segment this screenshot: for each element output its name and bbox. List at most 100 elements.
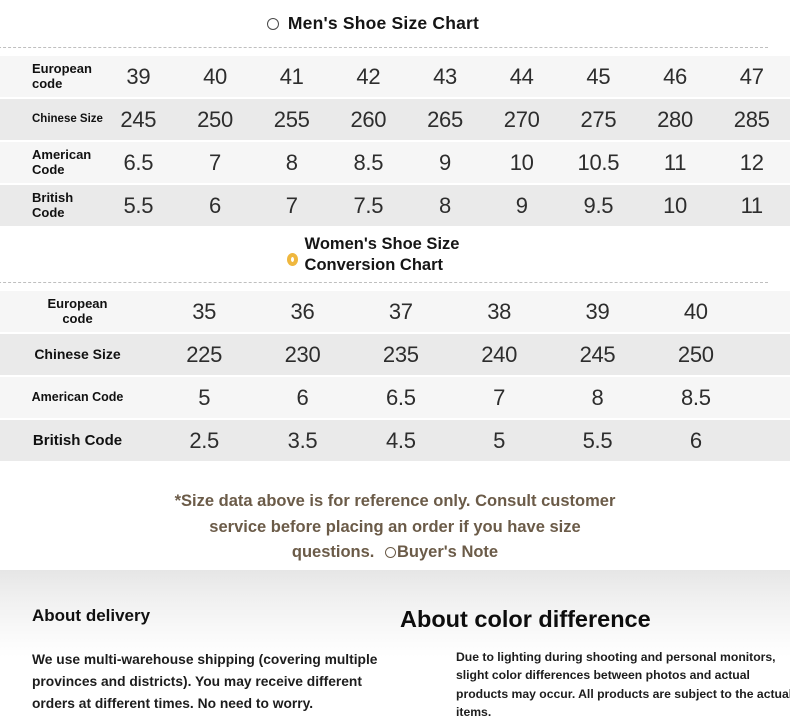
size-value: 8.5	[353, 149, 384, 175]
size-row: European code 39 40 41 42 43 44 45 46 47	[0, 56, 790, 97]
size-value: 11	[663, 149, 687, 175]
womens-chart-title: Women's Shoe Size Conversion Chart	[0, 228, 768, 283]
size-row: British Code 5.5 6 7 7.5 8 9 9.5 10 11	[0, 185, 790, 226]
size-value: 265	[427, 106, 463, 132]
size-value: 4.5	[385, 427, 416, 453]
size-value: 8	[285, 149, 298, 175]
size-value: 40	[683, 298, 708, 324]
delivery-title: About delivery	[32, 606, 151, 625]
color-difference-title: About color difference	[400, 606, 651, 632]
gold-ring-icon	[286, 252, 298, 266]
size-value: 6	[209, 192, 221, 218]
size-value: 41	[279, 63, 304, 89]
footer-info: About delivery We use multi-warehouse sh…	[0, 570, 790, 728]
size-reference-note: *Size data above is for reference only. …	[168, 463, 623, 570]
delivery-text: We use multi-warehouse shipping (coverin…	[32, 652, 378, 711]
size-value: 285	[733, 106, 770, 132]
size-value: 42	[356, 63, 381, 89]
note-text: *Size data above is for reference only. …	[174, 492, 616, 562]
size-value: 255	[273, 106, 310, 132]
size-value: 230	[284, 341, 321, 367]
size-value: 45	[586, 63, 611, 89]
size-value: 8.5	[680, 384, 711, 410]
size-row: American Code 5 6 6.5 7 8 8.5	[0, 377, 790, 418]
size-row: British Code 2.5 3.5 4.5 5 5.5 6	[0, 420, 790, 461]
size-value: 37	[388, 298, 413, 324]
size-value: 245	[579, 341, 616, 367]
size-row: American Code 6.5 7 8 8.5 9 10 10.5 11 12	[0, 142, 790, 183]
size-value: 8	[591, 384, 604, 410]
size-value: 225	[186, 341, 223, 367]
size-value: 6	[689, 427, 702, 453]
size-value: 280	[657, 106, 693, 132]
size-value: 7	[285, 192, 298, 218]
row-label: British Code	[32, 189, 74, 220]
size-value: 3.5	[287, 427, 318, 453]
size-value: 35	[192, 298, 217, 324]
color-difference-text: Due to lighting during shooting and pers…	[456, 650, 790, 719]
size-value: 11	[740, 192, 764, 218]
size-value: 46	[663, 63, 687, 89]
size-value: 9	[515, 192, 528, 218]
size-value: 10.5	[577, 149, 620, 175]
mens-chart-title-text: Men's Shoe Size Chart	[287, 13, 480, 33]
size-row: Chinese Size 245 250 255 260 265 270 275 280 285	[0, 99, 790, 140]
size-value: 9.5	[583, 192, 614, 218]
size-value: 5	[198, 384, 211, 410]
size-value: 7	[209, 149, 221, 175]
size-value: 250	[677, 341, 714, 367]
size-value: 5.5	[582, 427, 613, 453]
color-difference-column: About color difference Due to lighting d…	[384, 606, 790, 728]
size-value: 240	[481, 341, 518, 367]
size-value: 7.5	[353, 192, 384, 218]
size-value: 235	[382, 341, 419, 367]
size-value: 12	[739, 149, 764, 175]
womens-chart-title-text: Women's Shoe Size Conversion Chart	[305, 234, 460, 275]
delivery-info-column: About delivery We use multi-warehouse sh…	[32, 606, 384, 728]
size-value: 44	[509, 63, 534, 89]
mens-chart-title: Men's Shoe Size Chart	[0, 0, 768, 48]
mens-size-table: European code 39 40 41 42 43 44 45 46 47 Chinese S…	[0, 56, 790, 226]
size-value: 245	[120, 106, 157, 132]
size-value: 43	[433, 63, 457, 89]
row-label: Chinese Size	[32, 112, 103, 125]
size-value: 10	[509, 149, 534, 175]
womens-title-line1: Women's Shoe Size	[304, 235, 460, 254]
size-row: European code 35 36 37 38 39 40	[0, 291, 790, 332]
mens-size-chart-section: Men's Shoe Size Chart European code 39 40 4…	[0, 0, 790, 226]
size-value: 5.5	[123, 192, 154, 218]
size-value: 260	[350, 106, 387, 132]
size-value: 7	[493, 384, 506, 410]
size-value: 275	[580, 106, 617, 132]
row-label: European code	[47, 295, 108, 326]
row-label: American Code	[31, 390, 124, 405]
size-value: 39	[585, 298, 610, 324]
size-value: 8	[439, 192, 451, 218]
womens-size-chart-section: Women's Shoe Size Conversion Chart Europ…	[0, 228, 790, 461]
circle-outline-icon	[266, 17, 279, 30]
row-label: American Code	[32, 146, 92, 177]
size-value: 47	[739, 63, 764, 89]
womens-title-line2: Conversion Chart	[304, 256, 443, 274]
size-value: 5	[493, 427, 506, 453]
size-value: 10	[663, 192, 687, 218]
size-value: 6.5	[385, 384, 416, 410]
size-value: 250	[197, 106, 233, 132]
size-row: Chinese Size 225 230 235 240 245 250	[0, 334, 790, 375]
row-label: Chinese Size	[34, 346, 121, 363]
buyers-note-label: Buyer's Note	[396, 543, 499, 562]
size-value: 6.5	[123, 149, 154, 175]
row-label: European code	[32, 60, 92, 91]
size-value: 36	[290, 298, 315, 324]
womens-size-table: European code 35 36 37 38 39 40 Chinese Size 225…	[0, 291, 790, 461]
size-value: 6	[296, 384, 309, 410]
size-value: 39	[126, 63, 151, 89]
circle-outline-icon	[384, 547, 396, 559]
row-label: British Code	[32, 431, 123, 449]
size-value: 2.5	[189, 427, 219, 453]
size-value: 9	[439, 149, 451, 175]
size-value: 38	[487, 298, 512, 324]
size-value: 40	[203, 63, 227, 89]
size-value: 270	[503, 106, 540, 132]
